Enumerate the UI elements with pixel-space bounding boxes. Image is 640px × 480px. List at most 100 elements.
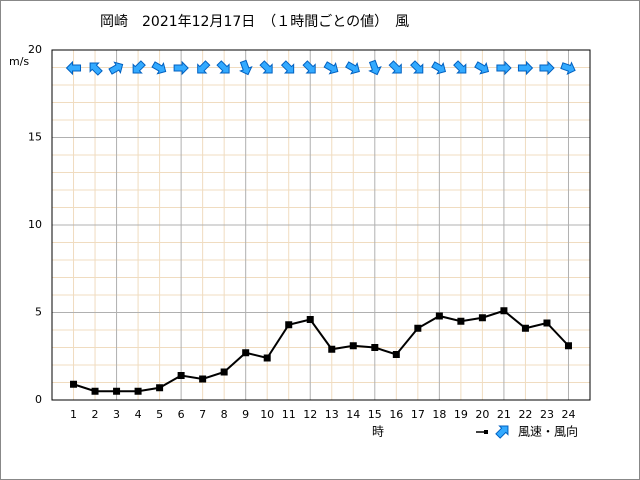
wind-arrow [259, 60, 273, 74]
x-tick-label: 20 [475, 408, 489, 421]
x-tick-label: 17 [411, 408, 425, 421]
wind-arrow [496, 60, 512, 76]
wind-arrow [132, 60, 146, 74]
arrow-shape [474, 61, 490, 75]
arrow-shape [65, 60, 82, 76]
point [478, 314, 486, 322]
wind-arrow [388, 60, 402, 74]
x-tick-label: 12 [303, 408, 317, 421]
wind-arrow [197, 60, 211, 74]
point [285, 321, 293, 329]
x-tick-label: 7 [199, 408, 206, 421]
point [263, 354, 271, 362]
wind-arrow [368, 59, 382, 76]
wind-arrow [173, 60, 189, 76]
arrow-shape [197, 60, 211, 74]
wind-arrow [89, 62, 103, 76]
arrow-shape [239, 59, 253, 76]
point [521, 324, 529, 332]
point [199, 375, 207, 383]
wind-arrow [517, 60, 534, 76]
wind-arrow [453, 60, 467, 74]
x-tick-label: 23 [540, 408, 554, 421]
arrow-shape [560, 61, 576, 75]
x-tick-label: 3 [113, 408, 120, 421]
x-tick-label: 1 [70, 408, 77, 421]
point [328, 345, 336, 353]
x-tick-label: 22 [518, 408, 532, 421]
point [435, 312, 443, 320]
wind-arrow [302, 60, 316, 74]
wind-arrow [65, 60, 82, 76]
arrow-shape [517, 60, 534, 76]
legend-arrow [495, 425, 509, 439]
arrow-shape [495, 425, 509, 439]
point [113, 387, 121, 395]
point [220, 368, 228, 376]
wind-arrow [216, 60, 230, 74]
legend-point [484, 430, 488, 434]
y-tick-label: 0 [35, 393, 42, 406]
arrow-shape [302, 60, 316, 74]
x-tick-label: 13 [325, 408, 339, 421]
point [134, 387, 142, 395]
arrow-shape [323, 61, 339, 75]
x-tick-label: 5 [156, 408, 163, 421]
y-tick-label: 15 [28, 131, 42, 144]
y-tick-label: 20 [28, 43, 42, 56]
wind-arrow [539, 60, 555, 76]
point [306, 316, 314, 323]
y-unit: m/s [9, 55, 29, 68]
arrow-shape [431, 61, 447, 75]
plot-border [51, 49, 591, 401]
wind-arrow [239, 59, 253, 76]
x-unit: 時 [372, 425, 384, 439]
arrow-shape [539, 60, 555, 76]
arrow-shape [368, 59, 382, 76]
point [91, 387, 99, 395]
arrow-shape [89, 62, 103, 76]
wind-arrow [323, 61, 339, 75]
point [177, 372, 185, 379]
arrow-shape [132, 60, 146, 74]
arrow-shape [216, 60, 230, 74]
point [414, 324, 422, 332]
arrow-shape [151, 61, 167, 75]
legend-label: 風速・風向 [518, 424, 578, 439]
point [564, 342, 572, 350]
x-tick-label: 14 [346, 408, 360, 421]
wind-arrow [151, 61, 167, 75]
x-tick-label: 18 [432, 408, 446, 421]
x-tick-label: 11 [282, 408, 296, 421]
x-tick-label: 2 [92, 408, 99, 421]
y-tick-label: 5 [35, 306, 42, 319]
wind-arrow [431, 61, 447, 75]
arrow-shape [259, 60, 273, 74]
wind-arrow [474, 61, 490, 75]
arrow-shape [345, 61, 360, 75]
point [70, 380, 78, 388]
x-tick-label: 15 [368, 408, 382, 421]
x-tick-label: 10 [260, 408, 274, 421]
x-tick-label: 21 [497, 408, 511, 421]
x-tick-label: 9 [242, 408, 249, 421]
y-tick-label: 10 [28, 218, 42, 231]
x-tick-label: 19 [454, 408, 468, 421]
point [242, 349, 250, 357]
x-tick-label: 4 [135, 408, 142, 421]
arrow-shape [108, 61, 124, 75]
point [392, 351, 400, 358]
point [156, 384, 164, 392]
point [500, 307, 508, 315]
point [349, 342, 357, 350]
point [371, 344, 379, 351]
arrow-shape [173, 60, 189, 76]
x-tick-label: 24 [561, 408, 575, 421]
arrow-shape [453, 60, 467, 74]
point [457, 317, 465, 325]
wind-arrow [345, 61, 360, 75]
point [543, 319, 551, 327]
arrow-shape [410, 60, 424, 74]
arrow-shape [388, 60, 402, 74]
